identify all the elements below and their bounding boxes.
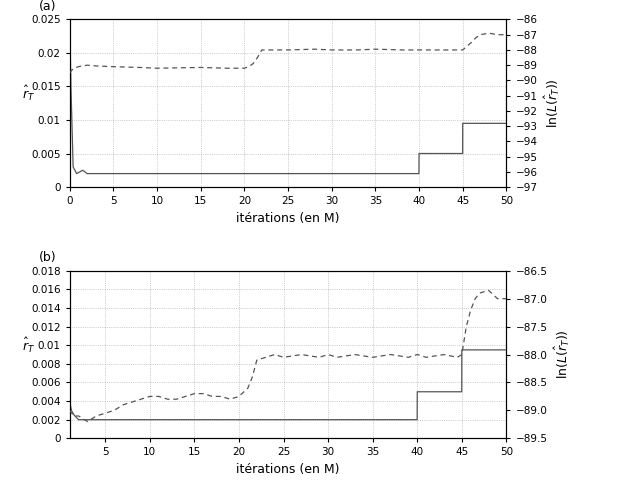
Y-axis label: $\hat{r}_T$: $\hat{r}_T$ — [22, 84, 35, 103]
X-axis label: itérations (en M): itérations (en M) — [236, 211, 340, 225]
X-axis label: itérations (en M): itérations (en M) — [236, 463, 340, 476]
Text: (b): (b) — [39, 251, 57, 264]
Text: (a): (a) — [39, 0, 56, 13]
Y-axis label: $\hat{r}_T$: $\hat{r}_T$ — [22, 336, 35, 355]
Y-axis label: $\ln(L(\hat{r}_T))$: $\ln(L(\hat{r}_T))$ — [543, 78, 562, 128]
Y-axis label: $\ln(L(\hat{r}_T))$: $\ln(L(\hat{r}_T))$ — [553, 330, 572, 379]
